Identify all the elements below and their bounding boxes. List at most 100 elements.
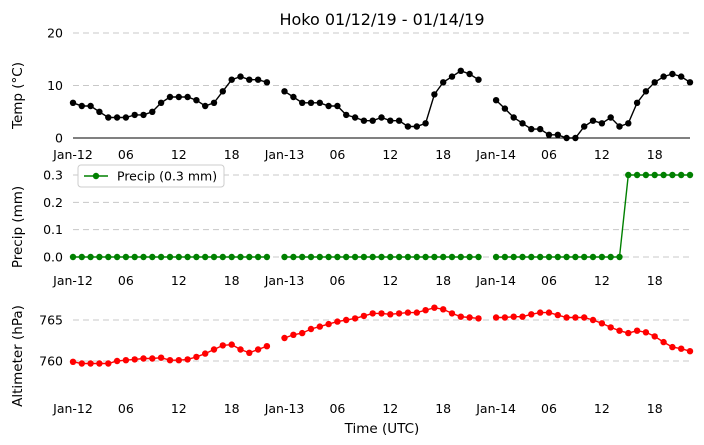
data-point [140, 111, 147, 119]
data-point [678, 345, 685, 352]
x-tick-label: 06 [118, 147, 134, 162]
x-tick-label: 06 [541, 147, 557, 162]
data-point [466, 253, 473, 261]
data-point [131, 111, 138, 119]
panel-1: Temp (°C) 0 10 20 Jan-12 06 12 18 Jan-13 06 12 18 Ja… [10, 26, 694, 162]
data-point [422, 307, 429, 314]
data-point [387, 311, 394, 318]
data-point [545, 131, 553, 138]
x-tick-label: 12 [382, 273, 398, 288]
data-point [404, 123, 412, 130]
data-point [660, 73, 667, 80]
legend-label: Precip (0.3 mm) [117, 169, 217, 184]
data-point [122, 357, 130, 364]
data-point [669, 171, 676, 179]
data-point [616, 123, 623, 130]
data-point [457, 313, 464, 320]
data-point [581, 314, 588, 321]
data-point [633, 99, 641, 107]
data-point [219, 88, 226, 95]
series-line [495, 73, 691, 139]
data-point [184, 253, 191, 261]
chart-title: Hoko 01/12/19 - 01/14/19 [279, 10, 484, 29]
data-point [360, 117, 368, 124]
x-tick-label: 12 [382, 401, 398, 416]
data-point [466, 314, 473, 321]
x-tick-label: 06 [329, 401, 345, 416]
data-point [246, 76, 253, 83]
data-point [149, 355, 156, 362]
data-point [466, 70, 473, 78]
data-point [395, 253, 403, 261]
data-point [96, 360, 103, 367]
data-point [299, 99, 306, 107]
data-point [607, 324, 614, 331]
data-point [669, 70, 676, 78]
data-point [589, 316, 597, 324]
data-point [210, 346, 218, 353]
data-point [607, 114, 614, 121]
x-tick-label: 18 [435, 147, 451, 162]
data-point [281, 253, 288, 261]
data-point [316, 253, 323, 261]
data-point [78, 360, 86, 367]
data-point [616, 327, 623, 334]
y-tick-label: 765 [39, 313, 63, 328]
data-point [78, 102, 86, 110]
panels-group: Temp (°C) 0 10 20 Jan-12 06 12 18 Jan-13 06 12 18 Ja… [10, 26, 694, 416]
x-tick-label: Jan-12 [52, 273, 93, 288]
data-point [572, 314, 579, 321]
data-point [193, 97, 200, 104]
data-point [122, 253, 130, 261]
data-point [422, 253, 429, 261]
data-point [501, 314, 509, 321]
data-point [660, 171, 667, 179]
data-point [307, 99, 315, 107]
series-line [496, 174, 690, 258]
data-point [351, 253, 359, 261]
x-tick-label: Jan-13 [264, 147, 305, 162]
data-point [113, 357, 121, 365]
data-point [492, 253, 500, 261]
data-point [616, 253, 623, 261]
panel-2: Precip (mm) 0.0 0.1 0.2 0.3 Jan-12 06 12 18 Jan-1… [10, 164, 694, 288]
data-point [246, 349, 253, 356]
data-point [360, 253, 368, 261]
data-point [263, 343, 271, 350]
data-point [131, 253, 138, 261]
data-point [307, 253, 315, 261]
y-tick-label: 0.3 [43, 168, 63, 183]
x-tick-label: 18 [435, 273, 451, 288]
data-point [131, 356, 138, 363]
data-point [263, 253, 271, 261]
data-point [360, 312, 368, 320]
data-point [633, 327, 641, 334]
data-point [598, 253, 606, 261]
data-point [554, 131, 561, 138]
data-point [343, 253, 350, 261]
x-tick-label: 18 [224, 147, 240, 162]
data-point [554, 253, 561, 261]
data-point [387, 253, 394, 261]
data-point [440, 306, 447, 313]
x-tick-label: Jan-12 [52, 401, 93, 416]
data-point [237, 73, 244, 80]
data-point [413, 123, 420, 130]
x-tick-label: 12 [171, 401, 187, 416]
data-point [175, 253, 182, 261]
data-point [105, 253, 112, 261]
data-point [184, 93, 191, 101]
x-tick-label: Jan-14 [475, 273, 516, 288]
x-tick-label: 12 [594, 273, 610, 288]
data-point [440, 253, 447, 261]
data-point [281, 88, 288, 95]
data-point [563, 253, 570, 261]
x-tick-label: 12 [594, 147, 610, 162]
data-point [149, 253, 156, 261]
data-point [457, 253, 464, 261]
data-point [431, 253, 438, 261]
x-tick-label: Jan-14 [475, 401, 516, 416]
x-tick-label: 12 [171, 147, 187, 162]
data-point [281, 334, 288, 342]
x-tick-label: 12 [171, 273, 187, 288]
